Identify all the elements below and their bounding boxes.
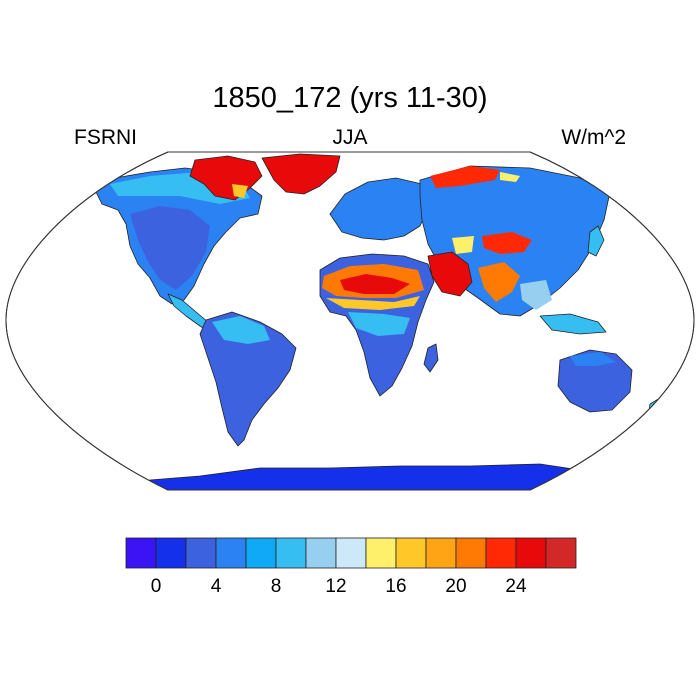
colorbar-tick-label: 16 [385, 576, 406, 597]
madagascar [423, 343, 439, 373]
colorbar-bin [455, 537, 487, 569]
map-border [5, 151, 695, 491]
colorbar-tick-label: 20 [445, 576, 466, 597]
colorbar-bin [305, 537, 337, 569]
colorbar-tick-label: 24 [505, 576, 527, 597]
india-region [478, 262, 520, 302]
colorbar-labels: 0 4 8 12 16 20 24 [151, 576, 527, 597]
central-asia-hotspot [482, 232, 532, 254]
arabia-landmass [427, 251, 473, 297]
colorbar-bins [125, 537, 577, 569]
colorbar-bin [485, 537, 517, 569]
africa-central-light [348, 312, 410, 336]
colorbar-bin [395, 537, 427, 569]
colorbar-bin [515, 537, 547, 569]
siberia-yellow [500, 172, 520, 182]
southeast-asia-light [520, 280, 552, 310]
colorbar-bin [425, 537, 457, 569]
sahara-core [340, 274, 410, 294]
colorbar-bin [185, 537, 217, 569]
colorbar-bin [275, 537, 307, 569]
season-label: JJA [332, 126, 368, 149]
japan [587, 225, 605, 257]
central-asia-yellow [452, 236, 474, 254]
south-america-landmass [199, 311, 297, 447]
colorbar-tick-label: 12 [325, 576, 346, 597]
north-america-interior [130, 206, 210, 290]
units-label: W/m^2 [561, 126, 626, 149]
colorbar-bin [365, 537, 397, 569]
australia-north [570, 352, 616, 366]
colorbar-tick-label: 8 [271, 576, 282, 597]
sahel-yellow [326, 296, 420, 310]
arctic-islands-yellow [232, 184, 248, 198]
colorbar-bin [155, 537, 187, 569]
colorbar-bin [335, 537, 367, 569]
colorbar-bin [125, 537, 157, 569]
siberia-north [430, 166, 500, 188]
plot-title: 1850_172 (yrs 11-30) [212, 82, 488, 114]
colorbar-tick-label: 0 [151, 576, 162, 597]
greenland [261, 153, 341, 195]
colorbar-bin [215, 537, 247, 569]
indonesia-islands [539, 313, 607, 335]
variable-label: FSRNI [74, 126, 137, 149]
colorbar-tick-label: 4 [211, 576, 222, 597]
colorbar-bin [245, 537, 277, 569]
colorbar-bin [545, 537, 577, 569]
south-america-north [212, 316, 270, 344]
